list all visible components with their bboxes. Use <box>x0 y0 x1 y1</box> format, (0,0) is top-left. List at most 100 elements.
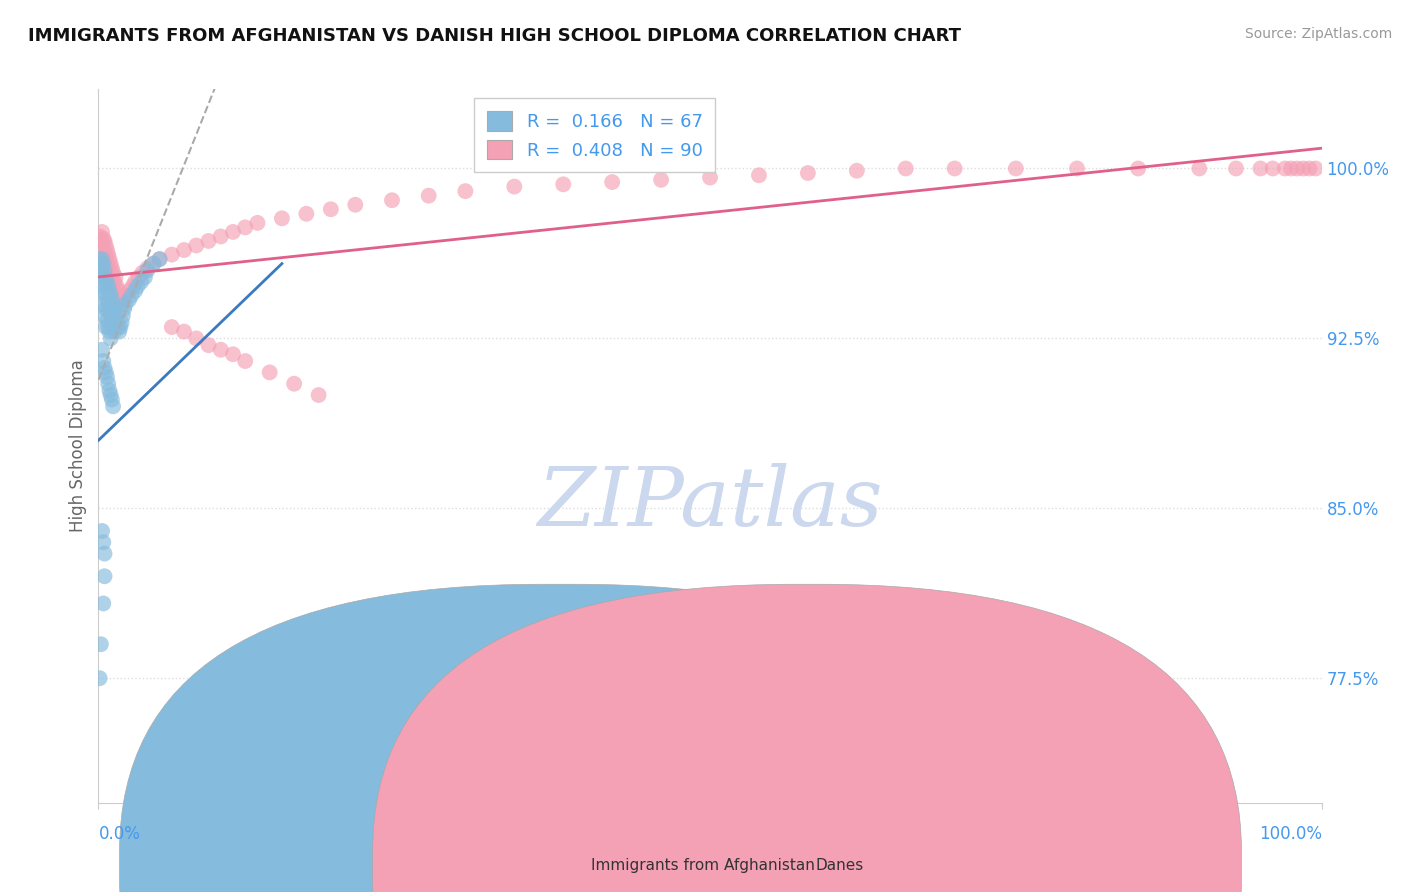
Point <box>222 225 245 239</box>
Point <box>797 166 820 180</box>
Point <box>381 193 404 207</box>
Point <box>114 297 136 311</box>
Point <box>93 569 115 583</box>
Point <box>101 392 124 407</box>
Point <box>93 360 115 375</box>
Point <box>118 284 141 298</box>
Point <box>1004 161 1026 176</box>
Point <box>197 338 219 352</box>
Point <box>91 354 114 368</box>
Point <box>94 301 117 316</box>
Point <box>186 331 208 345</box>
Text: Danes: Danes <box>815 858 863 872</box>
Point <box>91 247 114 261</box>
Point <box>111 309 134 323</box>
Legend: R =  0.166   N = 67, R =  0.408   N = 90: R = 0.166 N = 67, R = 0.408 N = 90 <box>474 98 716 172</box>
Point <box>96 293 118 307</box>
Point <box>110 293 132 307</box>
Point <box>344 198 367 212</box>
Point <box>136 261 159 276</box>
Text: 100.0%: 100.0% <box>1258 825 1322 843</box>
Point <box>100 275 122 289</box>
Point <box>1305 161 1327 176</box>
Point <box>96 243 118 257</box>
Point <box>160 320 183 334</box>
Point <box>100 257 122 271</box>
Point <box>93 234 115 248</box>
Point <box>108 288 131 302</box>
Point <box>91 225 114 239</box>
Point <box>98 325 121 339</box>
Point <box>97 247 120 261</box>
Point <box>105 316 128 330</box>
Point <box>94 286 117 301</box>
Point <box>222 347 245 361</box>
Point <box>699 170 721 185</box>
Point <box>91 343 114 357</box>
Text: Source: ZipAtlas.com: Source: ZipAtlas.com <box>1244 27 1392 41</box>
Point <box>1279 161 1302 176</box>
Point <box>91 241 114 255</box>
Point <box>101 279 124 293</box>
Point <box>98 384 121 398</box>
Point <box>105 279 128 293</box>
Point <box>96 313 118 327</box>
Point <box>1188 161 1211 176</box>
Point <box>96 370 118 384</box>
Point <box>173 325 195 339</box>
Text: IMMIGRANTS FROM AFGHANISTAN VS DANISH HIGH SCHOOL DIPLOMA CORRELATION CHART: IMMIGRANTS FROM AFGHANISTAN VS DANISH HI… <box>28 27 962 45</box>
Point <box>100 331 122 345</box>
Point <box>91 232 114 246</box>
Point <box>97 320 120 334</box>
Point <box>98 284 121 298</box>
Text: Immigrants from Afghanistan: Immigrants from Afghanistan <box>591 858 814 872</box>
Point <box>131 266 153 280</box>
Text: 0.0%: 0.0% <box>98 825 141 843</box>
Point <box>91 261 114 276</box>
Point <box>418 188 440 202</box>
Point <box>124 275 146 289</box>
Point <box>136 263 159 277</box>
Point <box>246 216 269 230</box>
Point <box>94 320 117 334</box>
Point <box>93 266 115 280</box>
Point <box>128 270 150 285</box>
Point <box>104 270 127 285</box>
Point <box>101 261 124 276</box>
Point <box>104 309 127 323</box>
Point <box>103 301 125 316</box>
Point <box>94 365 117 379</box>
Point <box>97 297 120 311</box>
Point <box>89 671 111 685</box>
Point <box>134 270 156 285</box>
Point <box>142 257 165 271</box>
Point <box>111 293 134 307</box>
Point <box>748 169 770 183</box>
Point <box>894 161 917 176</box>
Point <box>111 297 134 311</box>
Point <box>101 320 124 334</box>
Point <box>295 207 318 221</box>
Point <box>209 229 232 244</box>
Point <box>233 220 256 235</box>
Point <box>94 252 117 266</box>
Point <box>91 252 114 266</box>
Point <box>1261 161 1284 176</box>
Point <box>127 279 149 293</box>
Point <box>96 275 118 289</box>
Point <box>319 202 342 217</box>
Point <box>90 263 112 277</box>
Point <box>600 175 623 189</box>
Point <box>1274 161 1296 176</box>
Point <box>650 173 672 187</box>
Point <box>503 179 526 194</box>
Point <box>100 309 122 323</box>
Point <box>943 161 966 176</box>
Point <box>149 252 172 266</box>
Point <box>118 293 141 307</box>
Point <box>91 275 114 289</box>
Point <box>93 547 115 561</box>
Point <box>142 257 165 271</box>
Point <box>89 252 111 266</box>
Point <box>101 297 124 311</box>
